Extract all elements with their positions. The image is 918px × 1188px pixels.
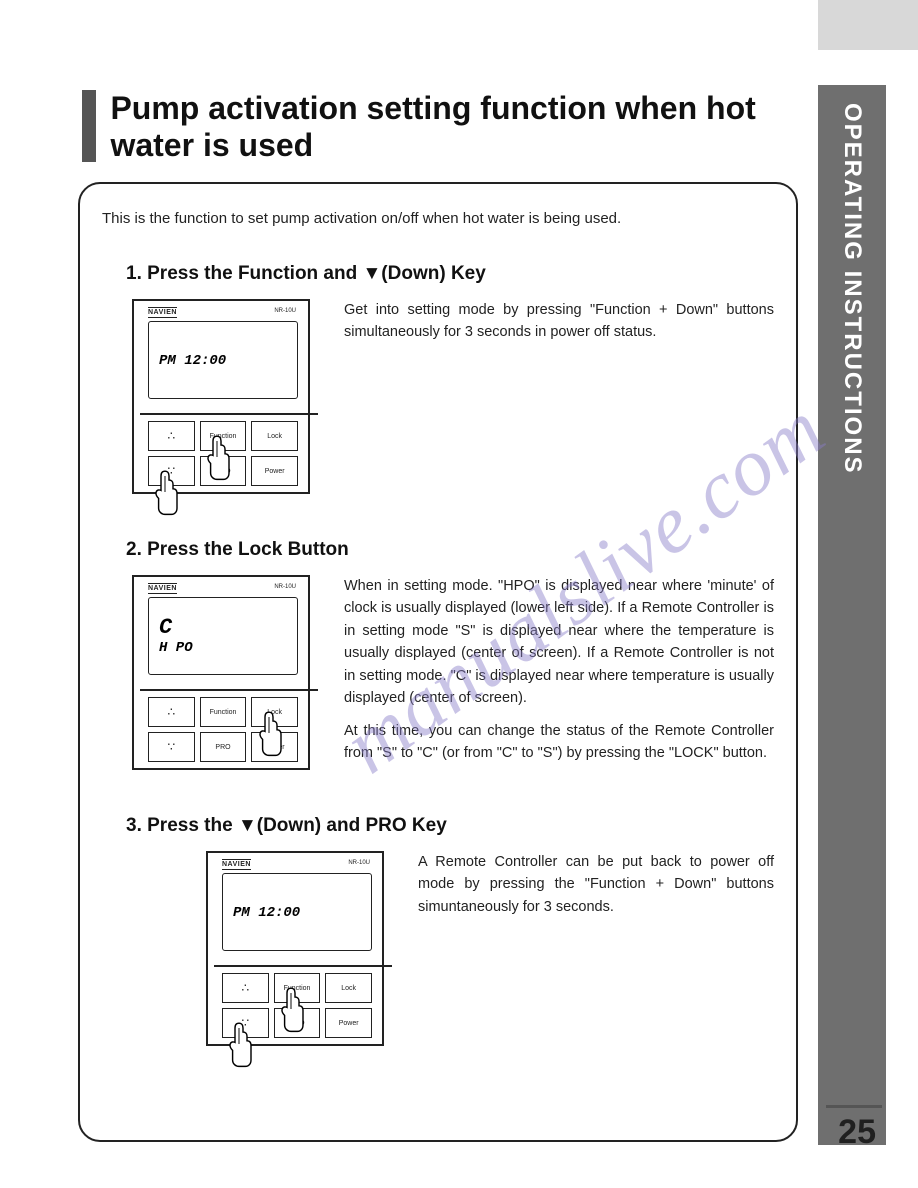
remote-diagram: NAVIEN NR-10U PM 12:00 ∴FunctionLock∵PRO… [200,851,390,1061]
top-gray-strip [818,0,918,50]
remote-button: ∴ [222,973,269,1003]
page-number: 25 [838,1113,876,1152]
page-title-block: Pump activation setting function when ho… [82,90,782,164]
pointing-hand-icon [148,468,182,516]
remote-brand: NAVIEN [148,307,177,318]
section-tab-label: OPERATING INSTRUCTIONS [838,103,866,475]
instruction-step: 2. Press the Lock Button NAVIEN NR-10U C… [102,539,774,785]
screen-sub: PM 12:00 [233,906,371,920]
page-title: Pump activation setting function when ho… [110,90,770,164]
step-paragraph: When in setting mode. "HPO" is displayed… [344,575,774,710]
remote-button: PRO [200,732,247,762]
remote-divider [140,689,318,691]
remote-divider [140,413,318,415]
intro-text: This is the function to set pump activat… [102,210,774,227]
step-body: NAVIEN NR-10U CH PO ∴FunctionLock∵PROPow… [126,575,774,785]
section-tab: OPERATING INSTRUCTIONS [818,85,886,1145]
step-heading: 3. Press the ▼(Down) and PRO Key [126,815,774,837]
page-number-divider [826,1105,882,1108]
remote-button: ∴ [148,421,195,451]
step-paragraph: A Remote Controller can be put back to p… [418,851,774,918]
step-paragraph: At this time, you can change the status … [344,720,774,765]
pointing-hand-icon [222,1020,256,1068]
remote-model: NR-10U [348,860,370,866]
remote-button: ∵ [148,732,195,762]
screen-main: C [159,617,297,639]
remote-button: Lock [325,973,372,1003]
step-description: A Remote Controller can be put back to p… [418,851,774,928]
remote-button: Power [251,456,298,486]
step-description: When in setting mode. "HPO" is displayed… [344,575,774,775]
step-body: NAVIEN NR-10U PM 12:00 ∴FunctionLock∵PRO… [126,299,774,509]
pointing-hand-icon [200,433,234,481]
step-heading: 2. Press the Lock Button [126,539,774,561]
remote-brand: NAVIEN [148,583,177,594]
pointing-hand-icon [274,985,308,1033]
remote-button: ∴ [148,697,195,727]
remote-button: Lock [251,421,298,451]
step-body: NAVIEN NR-10U PM 12:00 ∴FunctionLock∵PRO… [126,851,774,1061]
step-heading: 1. Press the Function and ▼(Down) Key [126,263,774,285]
remote-model: NR-10U [274,584,296,590]
remote-diagram: NAVIEN NR-10U PM 12:00 ∴FunctionLock∵PRO… [126,299,316,509]
remote-button: Function [200,697,247,727]
remote-button: Power [325,1008,372,1038]
remote-screen: PM 12:00 [148,321,298,399]
remote-model: NR-10U [274,308,296,314]
screen-sub: PM 12:00 [159,354,297,368]
remote-brand: NAVIEN [222,859,251,870]
remote-screen: PM 12:00 [222,873,372,951]
remote-screen: C H PO [148,597,298,675]
instruction-step: 1. Press the Function and ▼(Down) Key NA… [102,263,774,509]
pointing-hand-icon [252,709,286,757]
screen-sub: H PO [159,641,297,655]
remote-diagram: NAVIEN NR-10U CH PO ∴FunctionLock∵PROPow… [126,575,316,785]
step-description: Get into setting mode by pressing "Funct… [344,299,774,354]
title-accent-bar [82,90,96,162]
instruction-step: 3. Press the ▼(Down) and PRO Key NAVIEN … [102,815,774,1061]
step-paragraph: Get into setting mode by pressing "Funct… [344,299,774,344]
remote-divider [214,965,392,967]
content-frame: This is the function to set pump activat… [78,182,798,1142]
